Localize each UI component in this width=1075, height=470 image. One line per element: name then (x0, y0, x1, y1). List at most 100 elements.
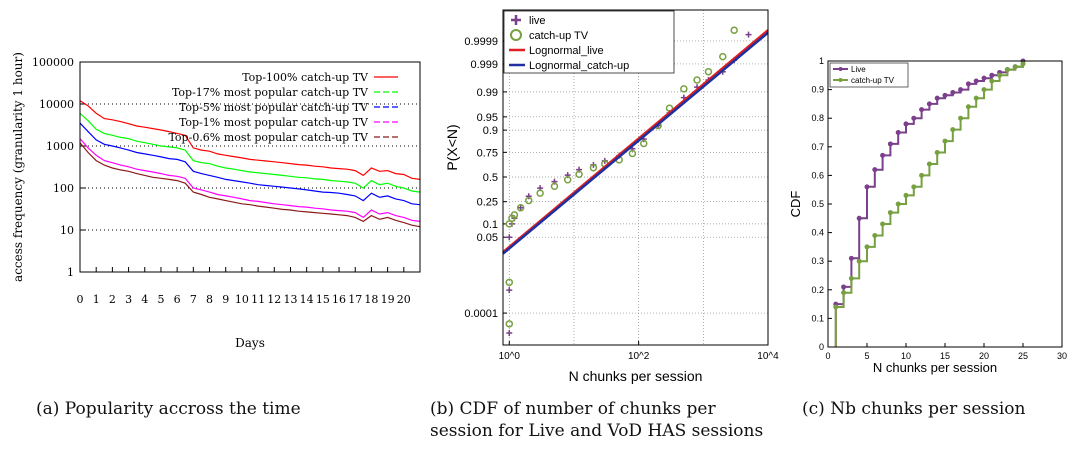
ytick-label-b: 0.95 (477, 112, 498, 124)
legend-label-c-1: catch-up TV (851, 76, 895, 85)
xlabel-c: N chunks per session (873, 360, 997, 375)
xtick-label-a: 19 (381, 293, 395, 306)
point-c-0 (950, 89, 956, 95)
series-line-a-3 (79, 138, 421, 222)
ytick-label-c: 0.3 (811, 256, 824, 266)
point-b-catchup (505, 278, 514, 287)
point-b-live (506, 287, 513, 294)
point-c-0 (841, 284, 847, 290)
point-c-0 (872, 167, 878, 173)
legend-swatch-b-0 (511, 15, 521, 25)
point-c-1 (903, 192, 909, 198)
plot-frame-b (502, 9, 769, 346)
ytick-label-b: 0.5 (483, 172, 498, 184)
legend-swatch-b-1 (510, 29, 522, 41)
ytick-label-c: 0.1 (811, 313, 824, 323)
fit-line-b-3 (502, 31, 769, 255)
point-c-1 (1004, 67, 1010, 73)
ytick-label-a: 1000 (46, 140, 74, 153)
legend-label-b-3: Lognormal_catch-up (529, 60, 629, 72)
point-c-1 (942, 138, 948, 144)
point-c-0 (864, 184, 870, 190)
point-b-catchup (575, 170, 583, 179)
point-b-catchup (505, 320, 514, 328)
legend-label-b-1: catch-up TV (529, 30, 589, 42)
xtick-label-c: 20 (979, 351, 989, 361)
point-c-0 (903, 121, 909, 127)
xtick-label-a: 3 (125, 293, 132, 306)
point-b-catchup (589, 163, 598, 172)
point-c-0 (848, 255, 854, 261)
ytick-label-a: 10000 (39, 98, 74, 111)
xtick-label-c: 25 (1018, 351, 1028, 361)
xtick-label-c: 30 (1057, 351, 1067, 361)
caption-c: (c) Nb chunks per session (802, 399, 1026, 419)
point-c-0 (973, 78, 979, 84)
xtick-label-a: 10 (235, 293, 249, 306)
xtick-label-a: 6 (174, 293, 181, 306)
point-b-catchup (536, 189, 544, 197)
ytick-label-b: 0.75 (477, 147, 498, 159)
point-b-catchup (550, 182, 559, 191)
legend-marker-c-0 (838, 67, 843, 71)
ytick-label-b: 0.1 (483, 219, 498, 231)
point-c-0 (934, 95, 940, 101)
point-c-0 (887, 141, 893, 147)
point-c-1 (973, 95, 979, 101)
xtick-label-a: 12 (267, 293, 281, 306)
legend-label-a-3: Top-1% most popular catch-up TV (179, 116, 369, 129)
point-b-catchup (563, 176, 572, 184)
point-c-0 (895, 130, 901, 135)
xtick-label-b: 10^2 (628, 351, 650, 362)
series-line-a-2 (79, 122, 421, 206)
ylabel-a: access frequency (granularity 1 hour) (11, 52, 25, 282)
ytick-label-a: 100 (53, 182, 74, 195)
xtick-label-c: 15 (940, 351, 950, 361)
xtick-label-a: 0 (77, 293, 84, 306)
point-b-catchup (505, 220, 514, 228)
xtick-label-a: 13 (283, 293, 297, 306)
point-c-1 (989, 78, 995, 84)
ytick-label-b: 0.999 (470, 59, 498, 71)
plot-frame-c (827, 60, 1063, 348)
point-b-catchup (693, 76, 701, 84)
legend-box-c (829, 62, 909, 88)
ytick-label-b: 0.25 (477, 197, 498, 209)
caption-a: (a) Popularity accross the time (36, 399, 301, 419)
fit-line-b-2 (502, 29, 769, 254)
xtick-label-a: 4 (141, 293, 148, 306)
xtick-label-a: 1 (93, 293, 100, 306)
point-c-0 (911, 115, 917, 121)
point-b-live (506, 330, 513, 337)
xtick-label-a: 20 (397, 293, 411, 306)
ytick-label-a: 1 (67, 266, 74, 279)
point-b-catchup (640, 139, 648, 148)
series-line-a-0 (79, 100, 421, 180)
ytick-label-a: 10 (60, 224, 74, 237)
point-c-1 (950, 127, 956, 133)
legend-label-b-2: Lognormal_live (529, 45, 604, 57)
point-b-catchup (524, 196, 533, 205)
xlabel-b: N chunks per session (569, 368, 703, 384)
point-c-1 (958, 115, 964, 121)
point-c-0 (981, 75, 987, 81)
ytick-label-c: 0.9 (811, 85, 824, 95)
point-c-1 (997, 72, 1003, 78)
series-line-a-1 (79, 112, 421, 193)
ylabel-b: P(X<N) (444, 124, 460, 170)
point-b-catchup (680, 85, 688, 93)
xtick-label-a: 17 (348, 293, 362, 306)
point-b-live (745, 31, 752, 38)
point-c-0 (926, 101, 932, 107)
legend-box-b (503, 10, 675, 74)
point-c-1 (864, 244, 870, 250)
point-c-0 (965, 81, 971, 87)
point-c-1 (1012, 64, 1018, 70)
xlabel-a: Days (235, 336, 265, 350)
ytick-label-a: 100000 (32, 56, 74, 69)
ytick-label-c: 0.5 (811, 199, 824, 209)
point-c-1 (1020, 61, 1026, 67)
point-b-catchup (730, 26, 738, 34)
point-c-1 (981, 87, 987, 93)
